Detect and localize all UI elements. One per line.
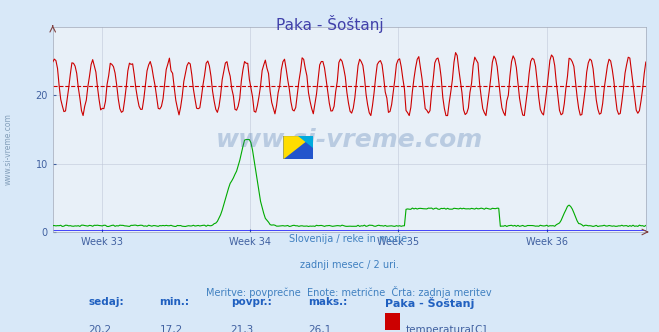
Bar	[385, 313, 399, 330]
Text: www.si-vreme.com: www.si-vreme.com	[3, 114, 13, 185]
Text: povpr.:: povpr.:	[231, 297, 272, 307]
Text: maks.:: maks.:	[308, 297, 347, 307]
Text: www.si-vreme.com: www.si-vreme.com	[215, 127, 483, 151]
Text: Paka - Šoštanj: Paka - Šoštanj	[385, 297, 474, 309]
Text: 17,2: 17,2	[159, 325, 183, 332]
Text: min.:: min.:	[159, 297, 190, 307]
Polygon shape	[298, 136, 313, 148]
Text: 21,3: 21,3	[231, 325, 254, 332]
Text: zadnji mesec / 2 uri.: zadnji mesec / 2 uri.	[300, 260, 399, 270]
Text: Paka - Šoštanj: Paka - Šoštanj	[275, 15, 384, 33]
Text: 20,2: 20,2	[88, 325, 111, 332]
Text: 26,1: 26,1	[308, 325, 331, 332]
Polygon shape	[283, 136, 313, 159]
Text: Slovenija / reke in morje.: Slovenija / reke in morje.	[289, 234, 410, 244]
Text: sedaj:: sedaj:	[88, 297, 124, 307]
Text: temperatura[C]: temperatura[C]	[405, 325, 487, 332]
Text: Meritve: povprečne  Enote: metrične  Črta: zadnja meritev: Meritve: povprečne Enote: metrične Črta:…	[206, 286, 492, 298]
